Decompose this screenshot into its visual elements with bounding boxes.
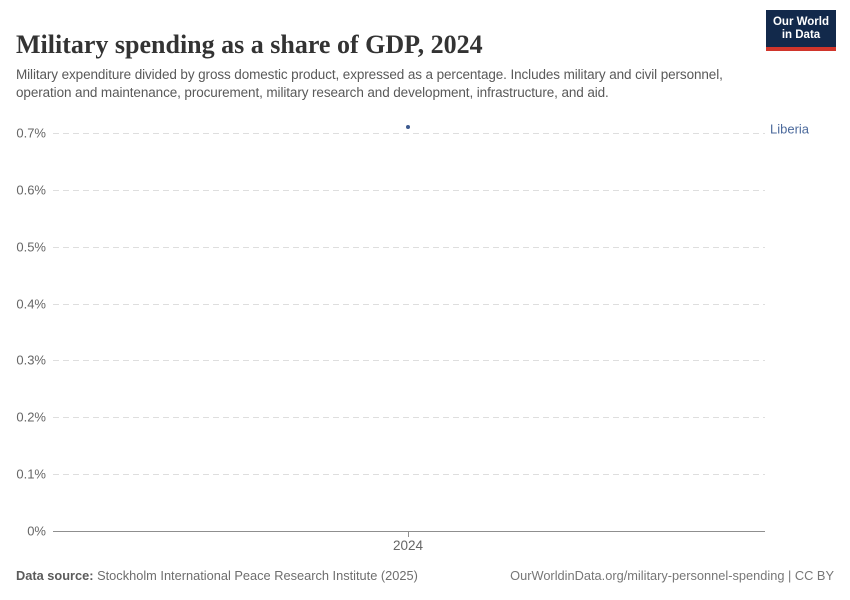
gridline [53, 133, 765, 134]
owid-logo: Our World in Data [766, 10, 836, 51]
gridline [53, 303, 765, 305]
y-axis-tick-label: 0.6% [16, 182, 46, 198]
y-axis-tick-label: 0.2% [16, 409, 46, 425]
y-axis-tick-label: 0.3% [16, 352, 46, 368]
x-axis-tick-label: 2024 [392, 538, 424, 553]
y-axis-tick-label: 0.1% [16, 466, 46, 482]
gridline [53, 189, 765, 191]
chart-subtitle: Military expenditure divided by gross do… [16, 66, 723, 100]
page-title: Military spending as a share of GDP, 202… [16, 30, 483, 60]
owid-logo-line1: Our World [772, 15, 829, 28]
gridline [53, 246, 765, 248]
chart-footer: Data source: Stockholm International Pea… [16, 568, 834, 583]
y-axis-tick-label: 0.7% [16, 125, 46, 141]
data-source-value: Stockholm International Peace Research I… [93, 568, 418, 583]
gridline [53, 417, 765, 419]
y-axis-tick-label: 0.5% [16, 239, 46, 255]
y-axis-tick-label: 0% [27, 523, 46, 539]
data-source-label: Data source: [16, 568, 94, 583]
owid-logo-line2: in Data [781, 28, 821, 41]
x-axis-tick [408, 532, 409, 537]
entity-label: Liberia [770, 121, 810, 137]
gridline [53, 360, 765, 362]
gridline [53, 474, 765, 476]
data-source: Data source: Stockholm International Pea… [16, 568, 418, 583]
license-note: OurWorldinData.org/military-personnel-sp… [510, 568, 834, 583]
x-axis-line [53, 531, 765, 532]
data-point[interactable] [406, 125, 410, 130]
y-axis-tick-label: 0.4% [16, 296, 46, 312]
